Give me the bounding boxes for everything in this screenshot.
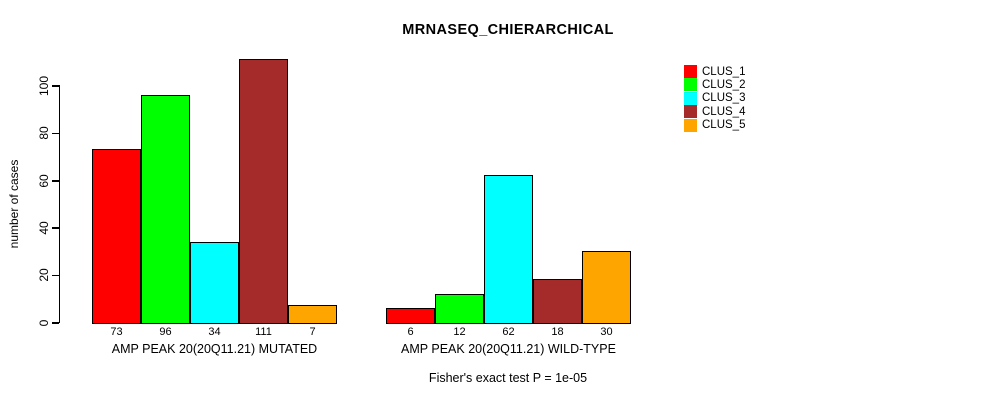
y-tick-label: 80 [37,126,51,140]
legend-swatch-clus_4 [684,105,697,119]
y-axis-line [58,85,60,324]
y-tick-label: 40 [37,221,51,235]
bar-value-label: 96 [159,326,172,338]
y-axis-tick [51,85,59,87]
bar-value-label: 18 [551,326,564,338]
bar-value-label: 62 [502,326,515,338]
bar-clus_1-group2 [386,308,435,324]
bar-clus_4-group2 [533,279,582,324]
bar-value-label: 111 [255,326,272,338]
bar-clus_1-group1 [92,149,141,324]
y-axis-tick [51,132,59,135]
legend-label-clus_1: CLUS_1 [702,65,746,78]
legend-swatch-clus_3 [684,91,697,105]
legend-label-clus_5: CLUS_5 [702,119,746,132]
bar-clus_5-group2 [582,251,631,324]
y-tick-label: 20 [37,268,51,282]
y-axis-tick [51,274,59,277]
bar-value-label: 6 [407,326,414,338]
y-axis-tick [51,322,59,324]
category-label: AMP PEAK 20(20Q11.21) WILD-TYPE [401,342,616,356]
legend-swatch-clus_2 [684,78,697,92]
bar-clus_4-group1 [239,59,288,324]
fisher-test-annotation: Fisher's exact test P = 1e-05 [428,371,588,385]
bar-value-label: 12 [453,326,466,338]
legend-label-clus_3: CLUS_3 [702,92,746,105]
y-axis-label: number of cases [7,159,21,249]
y-axis-tick [51,227,59,229]
bar-clus_3-group1 [190,242,239,324]
category-label: AMP PEAK 20(20Q11.21) MUTATED [111,342,318,356]
legend-label-clus_4: CLUS_4 [702,105,746,118]
legend-label-clus_2: CLUS_2 [702,78,746,91]
bar-value-label: 30 [600,326,613,338]
bar-clus_2-group1 [141,95,190,324]
y-tick-label: 100 [37,75,51,96]
bar-value-label: 7 [309,326,316,338]
bar-value-label: 73 [110,326,123,338]
bar-clus_3-group2 [484,175,533,324]
legend-swatch-clus_5 [684,118,697,132]
bar-clus_2-group2 [435,294,484,324]
bar-value-label: 34 [208,326,221,338]
chart-title: MRNASEQ_CHIERARCHICAL [402,22,614,38]
y-tick-label: 60 [37,173,51,188]
legend-swatch-clus_1 [684,65,697,78]
bar-clus_5-group1 [288,305,337,324]
y-axis-tick [51,180,59,182]
y-tick-label: 0 [37,319,51,326]
